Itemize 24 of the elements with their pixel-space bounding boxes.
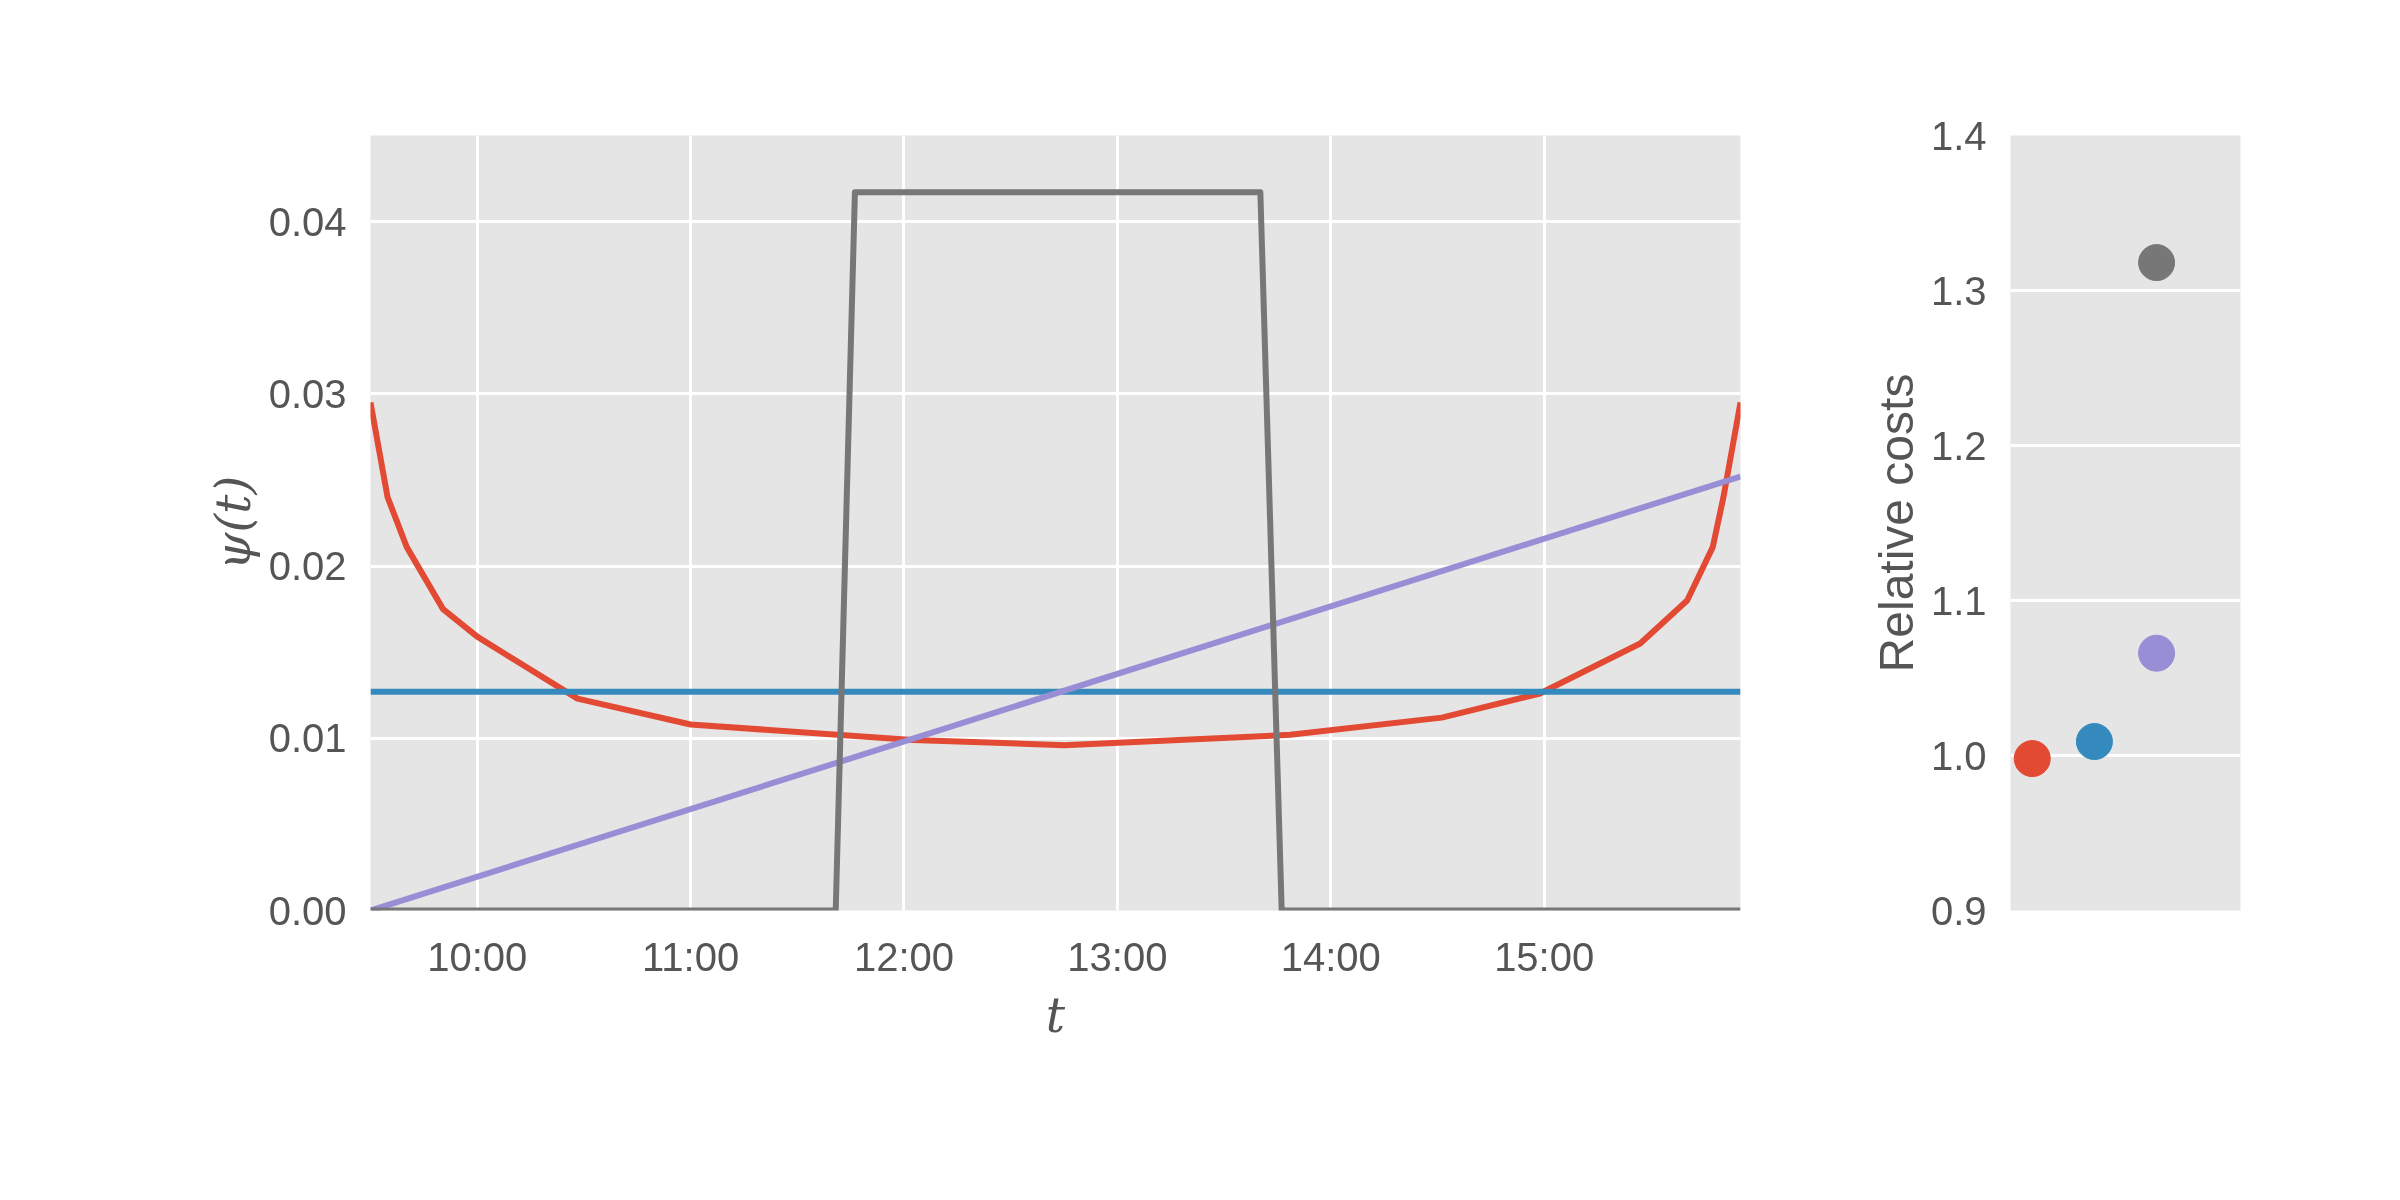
y-tick-label: 0.9	[1930, 888, 1987, 933]
point	[2138, 634, 2176, 672]
point	[2013, 740, 2051, 778]
x-tick-label: 14:00	[1280, 934, 1381, 979]
x-tick-label: 10:00	[427, 934, 528, 979]
y-tick-label: 0.01	[268, 716, 347, 761]
point	[2075, 723, 2113, 761]
y-tick-label: 1.3	[1930, 268, 1987, 313]
x-axis-title: t	[1045, 986, 1066, 1043]
x-tick-label: 15:00	[1494, 934, 1595, 979]
x-tick-label: 13:00	[1067, 934, 1168, 979]
y-axis-title: Relative costs	[1869, 373, 1923, 673]
y-tick-label: 1.0	[1930, 733, 1987, 778]
x-tick-label: 12:00	[853, 934, 955, 979]
x-tick-label: 11:00	[642, 934, 740, 979]
y-tick-label: 1.4	[1930, 113, 1987, 158]
point	[2138, 244, 2176, 282]
y-tick-label: 1.1	[1930, 578, 1987, 623]
y-tick-label: 1.2	[1930, 423, 1987, 468]
y-tick-label: 0.00	[268, 888, 347, 933]
y-tick-label: 0.03	[268, 371, 347, 416]
y-tick-label: 0.04	[268, 199, 347, 244]
y-axis-title: ψ(t)	[204, 475, 261, 571]
y-tick-label: 0.02	[268, 544, 347, 589]
